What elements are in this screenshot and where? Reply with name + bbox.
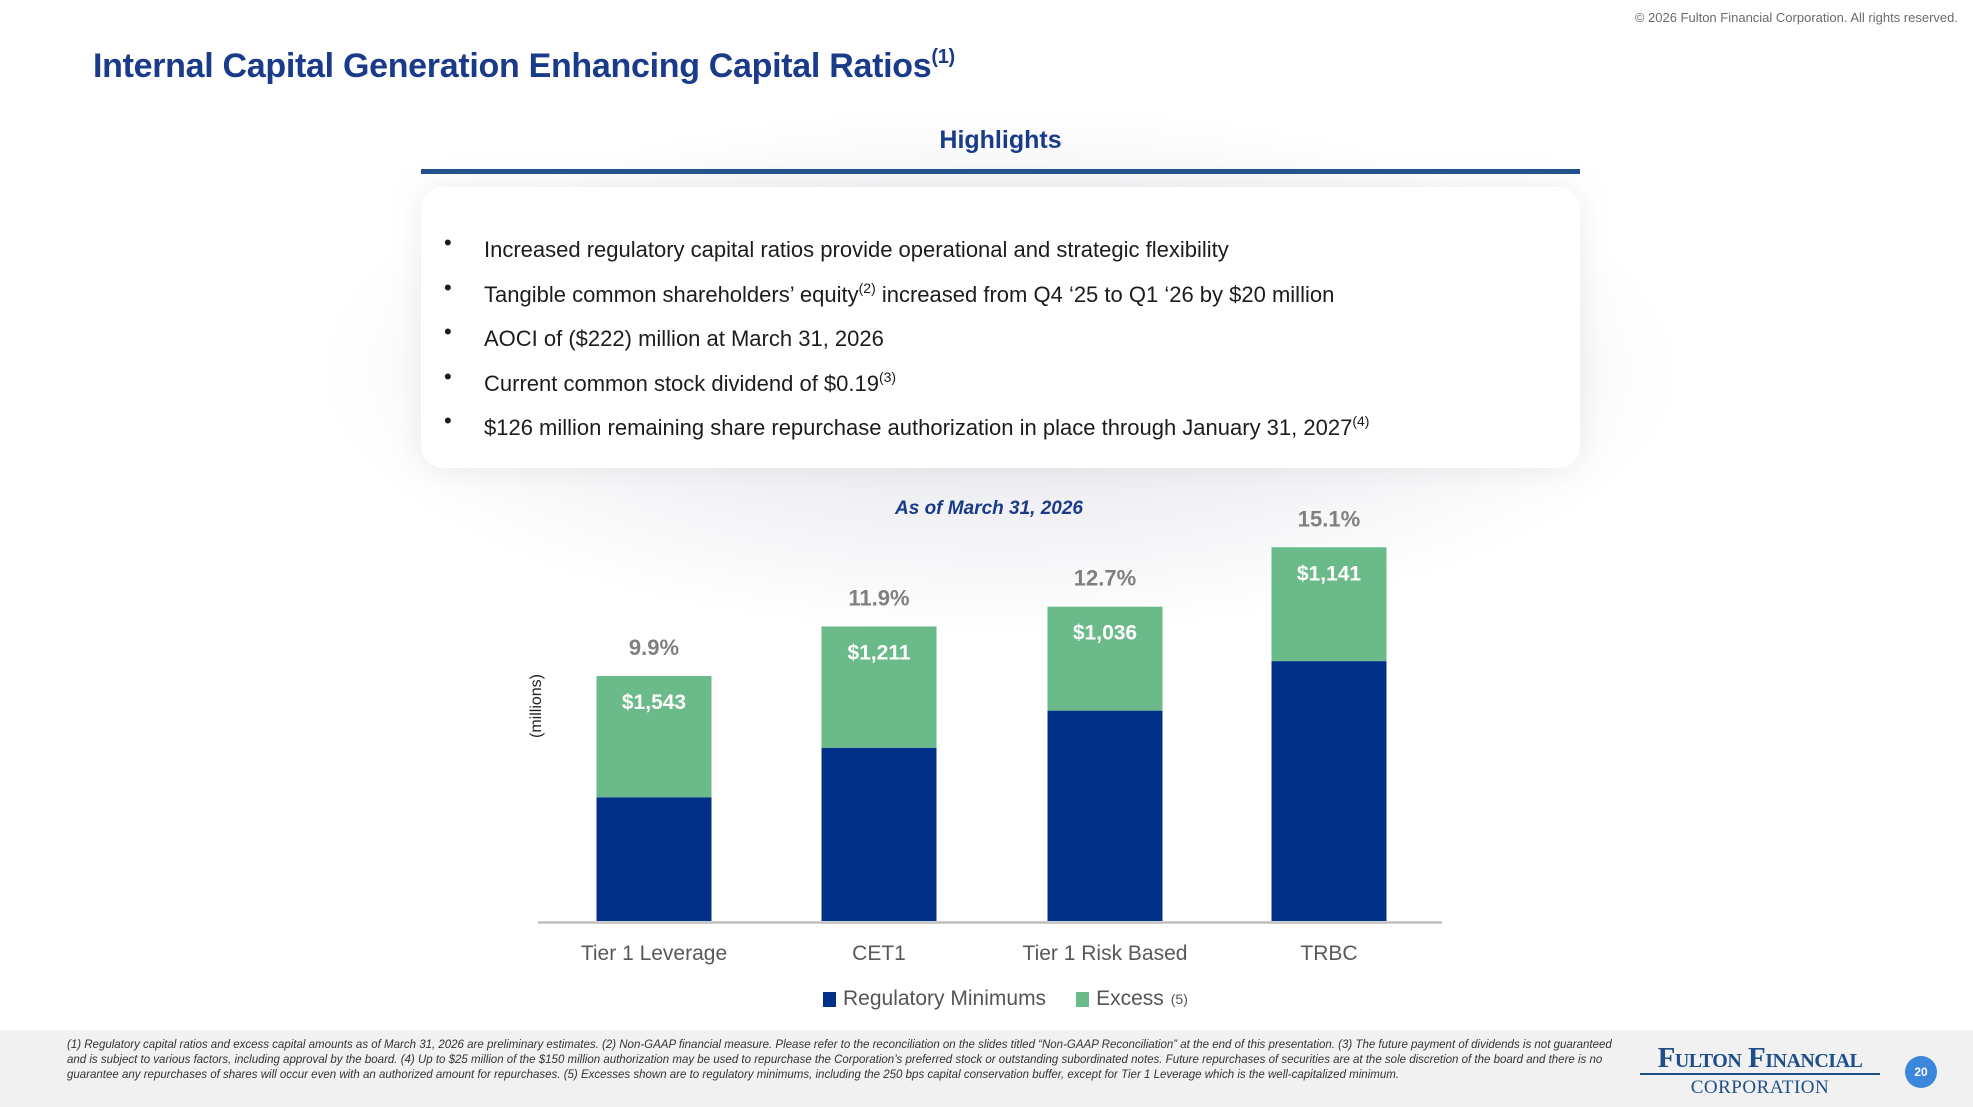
legend-label: Regulatory Minimums	[843, 987, 1047, 1010]
highlights-heading: Highlights	[939, 126, 1062, 154]
bar-excess	[1271, 547, 1387, 662]
highlights-list: • Increased regulatory capital ratios pro…	[440, 225, 1369, 448]
legend-footnote-ref: (5)	[1170, 991, 1188, 1007]
bullet-icon: •	[444, 274, 452, 300]
x-tick-label: Tier 1 Risk Based	[1023, 942, 1188, 965]
bullet-icon: •	[444, 319, 452, 344]
footnote-ref: (2)	[858, 279, 876, 296]
bar-data-label: $1,543	[622, 691, 686, 714]
highlight-item: • Current common stock dividend of $0.19(…	[440, 359, 1369, 404]
bar-excess	[596, 675, 712, 798]
copyright-notice: © 2026 Fulton Financial Corporation. All…	[1634, 10, 1958, 25]
bar-regulatory-minimum	[1047, 710, 1163, 921]
chart-title: As of March 31, 2026	[895, 498, 1083, 519]
page-title: Internal Capital Generation Enhancing Ca…	[93, 46, 955, 86]
bar-regulatory-minimum	[1271, 661, 1387, 921]
highlights-card	[421, 187, 1580, 468]
highlights-divider	[421, 169, 1580, 174]
legend-item-excess: Excess (5)	[1076, 987, 1188, 1011]
bullet-icon: •	[444, 363, 452, 389]
bar-ratio-label: 12.7%	[1074, 566, 1136, 591]
highlight-text: AOCI of ($222) million at March 31, 2026	[484, 326, 884, 351]
bar-ratio-label: 9.9%	[629, 635, 679, 660]
capital-ratio-chart: $1,543 9.9% Tier 1 Leverage $1,211 11.9% CET1…	[538, 506, 1442, 965]
title-footnote-ref: (1)	[931, 46, 955, 68]
page-number-badge: 20	[1905, 1056, 1937, 1088]
footnote-ref: (4)	[1352, 413, 1370, 429]
highlight-text-cont: increased from Q4 ‘25 to Q1 ‘26 by $20 m…	[875, 281, 1335, 307]
bar-excess	[821, 626, 937, 748]
bar-data-label: $1,036	[1073, 622, 1137, 645]
bar-ratio-label: 11.9%	[848, 585, 909, 610]
footer-band	[0, 1030, 1973, 1107]
highlight-item: • AOCI of ($222) million at March 31, 202…	[440, 314, 1369, 359]
footnote-text: (1) Regulatory capital ratios and excess…	[67, 1039, 1612, 1081]
bar-regulatory-minimum	[821, 747, 937, 921]
bar-ratio-label: 15.1%	[1298, 506, 1360, 531]
bullet-icon: •	[444, 408, 452, 433]
highlight-text: Increased regulatory capital ratios prov…	[484, 237, 1229, 262]
logo-line1: Fulton Financial	[1640, 1044, 1880, 1075]
bar-regulatory-minimum	[596, 797, 712, 921]
legend-item-regulatory-minimums: Regulatory Minimums	[823, 987, 1046, 1011]
bar-excess	[1047, 606, 1163, 711]
highlight-text: $126 million remaining share repurchase …	[484, 415, 1353, 440]
legend-swatch-navy	[823, 991, 836, 1007]
legend-label: Excess	[1096, 987, 1164, 1010]
highlight-item: • Tangible common shareholders’ equity(2)…	[440, 270, 1369, 315]
page-title-text: Internal Capital Generation Enhancing Ca…	[93, 47, 932, 85]
highlight-text: Current common stock dividend of $0.19	[484, 370, 879, 396]
bar-data-label: $1,211	[847, 641, 910, 664]
highlight-text: Tangible common shareholders’ equity	[484, 281, 859, 307]
company-logo: Fulton Financial CORPORATION	[1640, 1044, 1880, 1099]
x-tick-label: Tier 1 Leverage	[581, 942, 727, 965]
x-tick-label: TRBC	[1300, 942, 1357, 965]
logo-line2: CORPORATION	[1690, 1077, 1830, 1098]
x-tick-label: CET1	[852, 942, 906, 965]
legend-swatch-green	[1076, 991, 1090, 1007]
footnote-ref: (3)	[878, 368, 897, 385]
bar-data-label: $1,141	[1297, 562, 1362, 585]
bullet-icon: •	[444, 230, 452, 255]
highlight-item: • $126 million remaining share repurchase…	[440, 403, 1369, 448]
chart-legend: Regulatory Minimums Excess (5)	[823, 987, 1210, 1011]
highlight-item: • Increased regulatory capital ratios pro…	[440, 225, 1369, 270]
